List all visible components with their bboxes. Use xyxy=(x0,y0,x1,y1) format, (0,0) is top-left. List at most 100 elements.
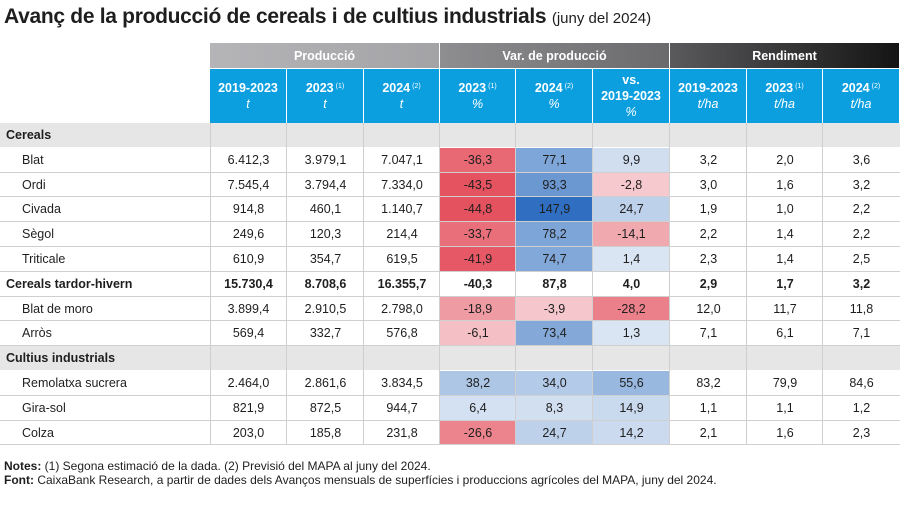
table-cell: 1,7 xyxy=(776,276,794,291)
table-cell: 14,2 xyxy=(593,420,670,445)
table-cell: -41,9 xyxy=(440,247,516,271)
table-cell: 12,0 xyxy=(696,301,721,316)
table-cell: 354,7 xyxy=(309,252,342,266)
notes-text: (1) Segona estimació de la dada. (2) Pre… xyxy=(41,459,431,473)
row-label: Civada xyxy=(22,202,61,217)
table-cell: 1,1 xyxy=(699,400,718,415)
column-year-line2: 2019-2023 xyxy=(601,89,661,103)
table-cell: 249,6 xyxy=(232,227,265,242)
table-cell: 87,8 xyxy=(516,271,593,296)
table-cell: -2,8 xyxy=(593,172,670,197)
title-subtitle: (juny del 2024) xyxy=(551,10,652,27)
row-divider xyxy=(0,419,900,421)
table-cell: 2.798,0 xyxy=(381,301,423,316)
table-cell: -3,9 xyxy=(516,296,593,321)
notes-line: Notes: (1) Segona estimació de la dada. … xyxy=(4,459,894,473)
table-cell: 1,3 xyxy=(593,321,670,346)
row-divider xyxy=(0,394,900,396)
table-cell: 1,4 xyxy=(776,252,794,266)
table-cell: 944,7 xyxy=(386,400,418,415)
column-divider xyxy=(363,123,364,446)
table-cell: 460,1 xyxy=(309,202,342,217)
row-label: Sègol xyxy=(22,227,54,242)
table-cell: 84,6 xyxy=(849,376,874,390)
column-note: (1) xyxy=(335,83,345,90)
column-header: 2024 (2)% xyxy=(516,69,592,123)
column-unit: t/ha xyxy=(850,97,872,111)
row-divider xyxy=(0,295,900,297)
table-cell: 821,9 xyxy=(232,400,265,415)
table-cell: -33,7 xyxy=(440,222,516,247)
table-cell: 93,3 xyxy=(516,172,593,197)
table-cell: 3,2 xyxy=(699,152,718,167)
table-cell: 576,8 xyxy=(386,326,418,341)
table-cell: 83,2 xyxy=(696,376,721,390)
column-divider xyxy=(439,123,440,446)
table-cell: 7.334,0 xyxy=(381,177,423,192)
column-unit: t xyxy=(323,97,327,111)
table-cell: 3,6 xyxy=(852,152,871,167)
table-cell: 214,4 xyxy=(386,227,418,242)
table-cell: 120,3 xyxy=(309,227,342,242)
table-cell: 2,3 xyxy=(699,252,718,266)
table-cell: 11,7 xyxy=(773,301,797,316)
table-cell: 2.861,6 xyxy=(304,376,347,390)
table-cell: 4,0 xyxy=(593,271,670,296)
source-text: CaixaBank Research, a partir de dades de… xyxy=(33,473,717,487)
row-label: Arròs xyxy=(22,326,52,341)
table-cell: 872,5 xyxy=(309,400,342,415)
column-year: 2024 (2) xyxy=(534,81,574,95)
table-cell: 185,8 xyxy=(309,425,342,440)
table-cell: -36,3 xyxy=(440,147,516,172)
column-header: 2023 (1) t xyxy=(287,69,363,123)
table-cell: 7.047,1 xyxy=(381,152,423,167)
column-note: (2) xyxy=(412,83,421,90)
table-cell: 24,7 xyxy=(593,197,670,222)
table-cell: 78,2 xyxy=(516,222,593,247)
table-cell: 3.794,4 xyxy=(304,177,347,192)
table-cell: 2,3 xyxy=(852,425,871,440)
footnotes: Notes: (1) Segona estimació de la dada. … xyxy=(4,459,894,487)
table-cell: 6.412,3 xyxy=(227,152,270,167)
section-header: Cereals xyxy=(0,123,900,147)
table-cell: 3,2 xyxy=(852,177,871,192)
column-year: 2023 (1) xyxy=(305,81,345,95)
table-cell: 16.355,7 xyxy=(377,276,427,291)
column-unit: % xyxy=(625,105,637,119)
table-cell: 1.140,7 xyxy=(381,202,423,217)
column-unit: t/ha xyxy=(697,97,719,111)
table-cell: 2,9 xyxy=(699,276,718,291)
table-cell: 55,6 xyxy=(593,371,670,395)
column-note: (2) xyxy=(564,83,574,90)
table-cell: 3.979,1 xyxy=(304,152,347,167)
column-divider xyxy=(746,123,747,446)
table-cell: 3,2 xyxy=(852,276,871,291)
group-header: Rendiment xyxy=(670,43,899,68)
chart-title: Avanç de la producció de cereals i de cu… xyxy=(4,5,651,29)
row-label: Ordi xyxy=(22,177,46,192)
table-cell: 231,8 xyxy=(386,425,418,440)
column-unit: t xyxy=(399,97,404,111)
table-cell: 38,2 xyxy=(440,371,516,395)
table-cell: 1,6 xyxy=(776,425,794,440)
row-divider xyxy=(0,270,900,272)
row-label: Gira-sol xyxy=(22,400,66,415)
row-label: Blat de moro xyxy=(22,301,93,316)
column-header: 2019-2023 t xyxy=(210,69,286,123)
table-cell: 2,0 xyxy=(776,152,794,167)
table-cell: 73,4 xyxy=(516,321,593,346)
column-unit: t/ha xyxy=(774,97,795,111)
row-label: Cereals tardor-hivern xyxy=(6,276,133,291)
column-header: 2019-2023 t/ha xyxy=(670,69,746,123)
column-header: 2024 (2) t/ha xyxy=(823,69,899,123)
table-cell: 610,9 xyxy=(232,252,265,266)
table-cell: 2.464,0 xyxy=(227,376,270,390)
group-header: Var. de producció xyxy=(440,43,669,68)
table-cell: -18,9 xyxy=(440,296,516,321)
table-cell: 2,1 xyxy=(699,425,718,440)
column-divider xyxy=(286,123,287,446)
table-cell: 619,5 xyxy=(386,252,418,266)
table-cell: 1,2 xyxy=(852,400,871,415)
column-year: 2024 (2) xyxy=(382,81,421,95)
column-note: (2) xyxy=(871,83,881,90)
